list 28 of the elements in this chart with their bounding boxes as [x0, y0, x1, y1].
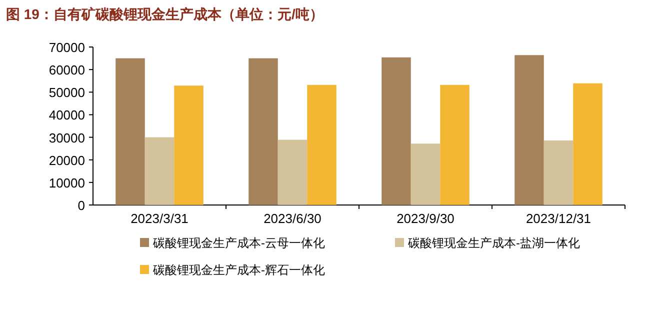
legend-label: 碳酸锂现金生产成本-盐湖一体化	[407, 236, 580, 250]
x-tick-label: 2023/9/30	[396, 211, 454, 226]
bar	[440, 84, 470, 205]
bar	[410, 144, 440, 205]
legend-label: 碳酸锂现金生产成本-辉石一体化	[152, 263, 325, 277]
bar	[278, 140, 308, 205]
bar	[174, 86, 204, 205]
y-tick-label: 20000	[48, 152, 85, 168]
y-tick-label: 40000	[48, 108, 85, 123]
y-tick-label: 10000	[48, 175, 85, 190]
bar	[116, 58, 145, 205]
y-tick-label: 30000	[48, 130, 85, 146]
bar	[382, 57, 411, 205]
chart-title: 图 19：自有矿碳酸锂现金生产成本（单位：元/吨）	[6, 6, 324, 22]
bar	[248, 58, 278, 205]
x-tick-label: 2023/12/31	[526, 211, 592, 226]
bar	[544, 140, 574, 205]
y-tick-label: 0	[78, 198, 85, 213]
bar	[573, 83, 602, 205]
bar	[514, 55, 544, 205]
bar	[307, 84, 336, 205]
x-tick-label: 2023/3/31	[130, 211, 188, 226]
y-tick-label: 70000	[48, 40, 85, 55]
bar	[144, 137, 174, 205]
y-tick-label: 60000	[48, 62, 85, 78]
legend-label: 碳酸锂现金生产成本-云母一体化	[152, 236, 325, 250]
y-tick-label: 50000	[48, 85, 85, 100]
x-tick-label: 2023/6/30	[264, 211, 322, 226]
